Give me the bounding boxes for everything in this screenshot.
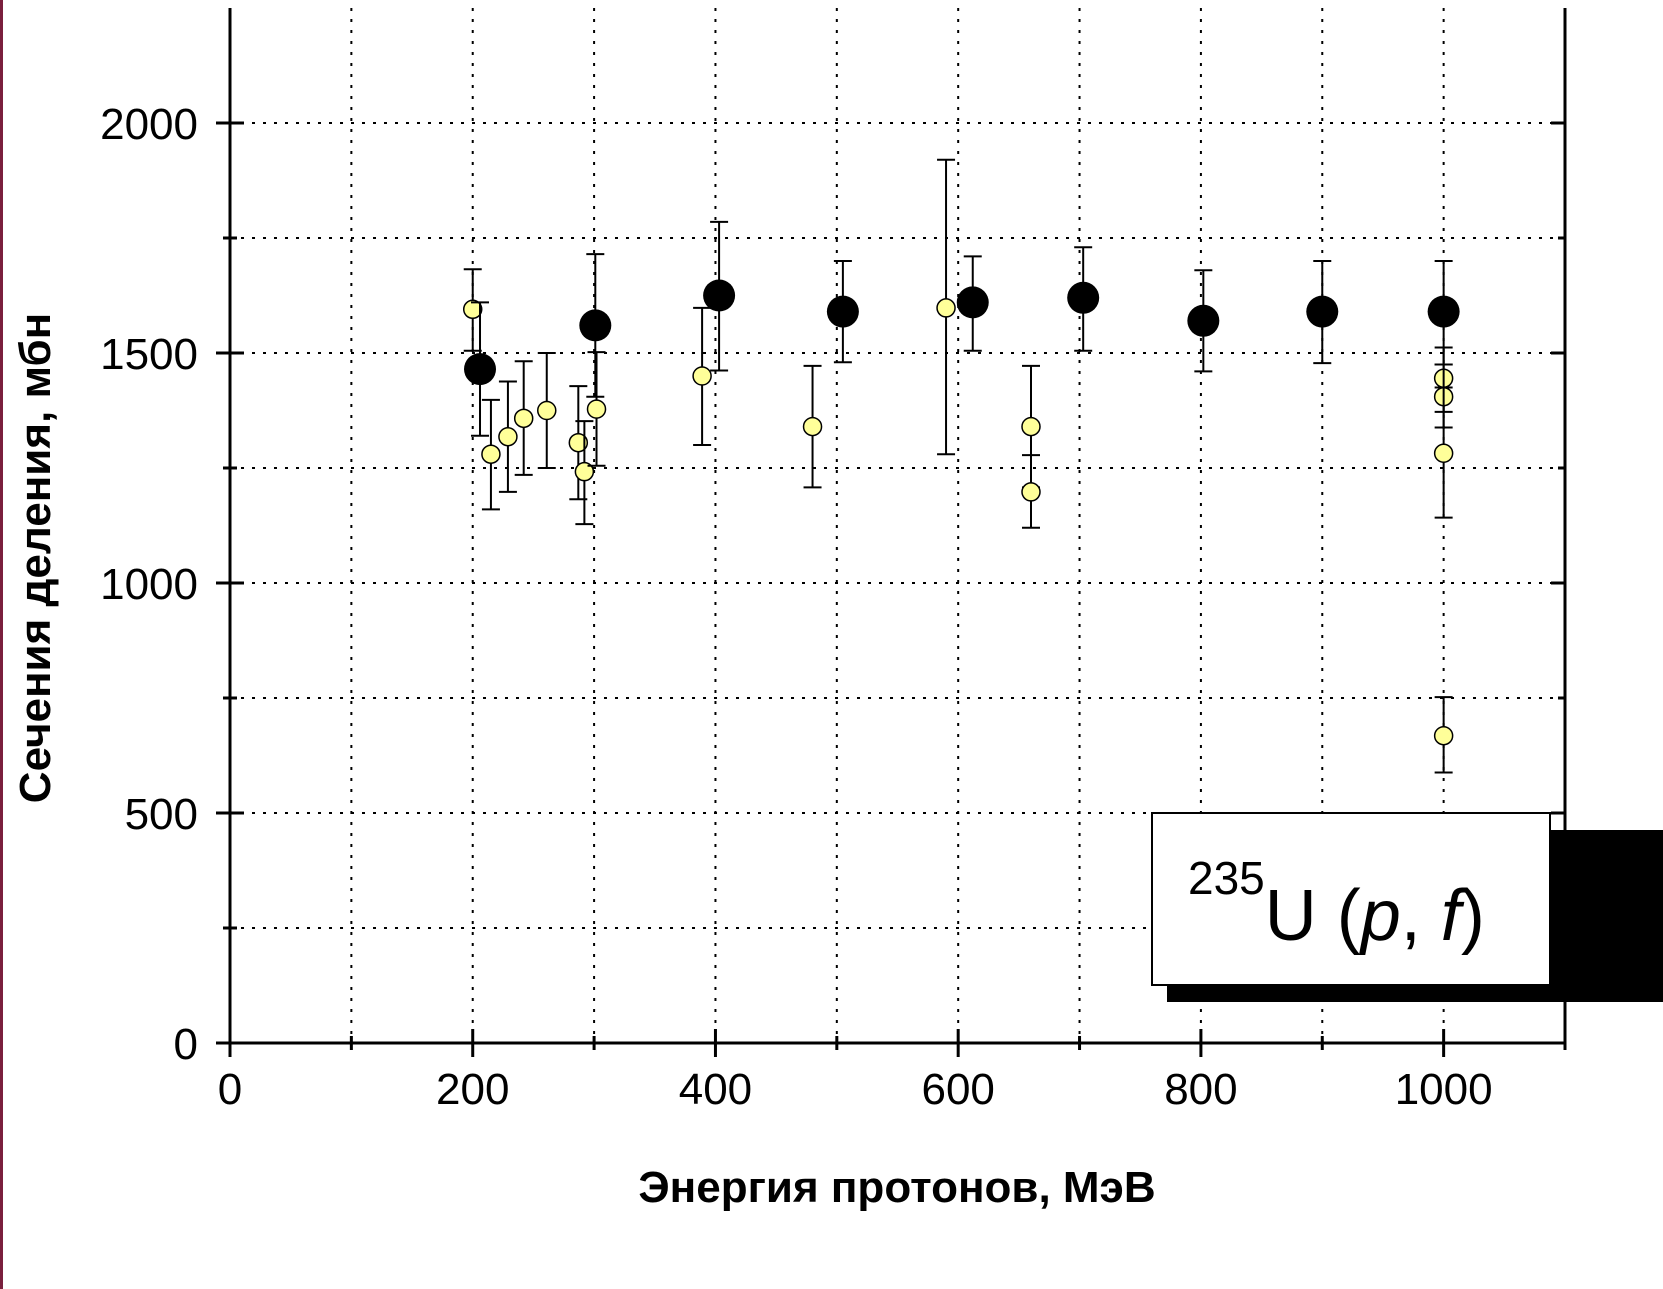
y-axis-title: Сечения деления, мбн (11, 313, 60, 803)
x-tick-label: 800 (1164, 1065, 1237, 1114)
data-point (586, 399, 607, 419)
legend-box (1151, 812, 1551, 986)
series-filled-circles (464, 220, 1460, 437)
data-point (1306, 295, 1339, 328)
data-point (498, 426, 518, 447)
data-point (1067, 281, 1100, 314)
y-tick-label: 500 (125, 790, 198, 839)
data-point (513, 408, 534, 429)
x-tick-label: 1000 (1395, 1065, 1493, 1114)
y-tick-label: 1000 (100, 560, 198, 609)
y-tick-label: 0 (174, 1020, 198, 1069)
data-point (826, 295, 859, 328)
reaction-label: 235U (p, f) (1188, 852, 1485, 956)
data-point (462, 299, 483, 320)
data-point (703, 279, 736, 312)
data-point (1021, 482, 1041, 502)
isotope-mass-number: 235 (1188, 852, 1265, 904)
reaction-particle: p (1359, 876, 1401, 956)
data-point (574, 461, 595, 482)
axis-ticks (216, 121, 1567, 1057)
data-point (1427, 295, 1460, 328)
data-point (956, 286, 989, 319)
data-point (579, 309, 612, 342)
data-point (1433, 725, 1454, 746)
reaction-separator: , (1401, 876, 1441, 956)
grid (230, 8, 1565, 1043)
x-tick-label: 600 (921, 1065, 994, 1114)
data-point (568, 432, 589, 453)
reaction-close: ) (1461, 876, 1485, 956)
tick-labels: 0 200 400 600 800 1000 0 500 1000 1500 2000 (100, 100, 1492, 1114)
x-tick-label: 400 (679, 1065, 752, 1114)
data-point (481, 444, 501, 464)
y-tick-label: 2000 (100, 100, 198, 149)
reaction-open: ( (1317, 876, 1361, 956)
reaction-label-box: 235U (p, f) (1151, 812, 1663, 1002)
isotope-symbol: U (1265, 876, 1317, 956)
data-point (802, 416, 823, 437)
y-tick-label: 1500 (100, 330, 198, 379)
series-open-circles (462, 158, 1454, 774)
data-point (1187, 304, 1220, 337)
x-tick-label: 0 (218, 1065, 242, 1114)
data-point (537, 400, 557, 421)
data-point (692, 366, 712, 386)
x-axis-title: Энергия протонов, МэВ (638, 1163, 1155, 1212)
data-point (936, 298, 956, 318)
data-point (1433, 443, 1454, 464)
window-edge (0, 0, 3, 1289)
data-point (1021, 416, 1041, 437)
data-point (464, 353, 497, 386)
x-tick-label: 200 (436, 1065, 509, 1114)
